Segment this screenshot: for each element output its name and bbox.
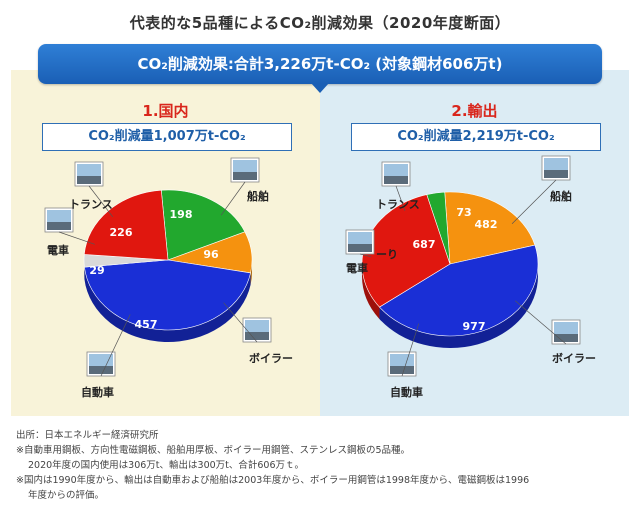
category-label-トランス: トランス bbox=[69, 198, 113, 211]
leader-船舶 bbox=[220, 181, 246, 216]
category-label-トランス: トランス bbox=[376, 198, 420, 211]
value-label-トランス: 226 bbox=[110, 226, 133, 239]
pie-side-ボイラー bbox=[379, 264, 538, 348]
category-label-船舶: 船舶 bbox=[550, 189, 572, 203]
pie-side-ボイラー bbox=[250, 260, 252, 285]
category-label-ボイラー: ボイラー bbox=[552, 351, 596, 365]
pie-slice-ボイラー bbox=[379, 244, 539, 337]
thumbnail-トランス bbox=[74, 161, 104, 187]
pie-slice-船舶 bbox=[160, 189, 246, 261]
panel-heading-domestic: 1.国内 bbox=[142, 102, 189, 120]
export-panel: 2.輸出 CO₂削減量2,219万t-CO₂ 482 977 687 73 船舶ボイラー… bbox=[320, 70, 629, 416]
leader-電車 bbox=[359, 253, 372, 258]
pie-depth bbox=[362, 264, 538, 348]
category-label-船舶: 船舶 bbox=[247, 189, 269, 203]
value-label-電車: 73 bbox=[456, 206, 471, 219]
thumbnail-トランス bbox=[381, 161, 411, 187]
value-label-ボイラー: 96 bbox=[203, 248, 219, 261]
pie-side-自動車 bbox=[362, 264, 380, 320]
leader-自動車 bbox=[401, 323, 420, 377]
pie-slice-電車 bbox=[426, 191, 451, 265]
leader-船舶 bbox=[511, 179, 557, 225]
note-2-cont: 年度からの評価。 bbox=[28, 490, 105, 501]
category-label-電車: 電車 bbox=[47, 243, 69, 257]
value-label-自動車: 457 bbox=[135, 318, 158, 331]
category-label-電車: 電車 bbox=[346, 261, 368, 275]
leader-トランス bbox=[88, 185, 114, 218]
note-2: ※国内は1990年度から、輸出は自動車および船舶は2003年度から、ボイラー用鋼… bbox=[16, 475, 530, 486]
note-1: ※自動車用鋼板、方向性電磁鋼板、船舶用厚板、ボイラー用鋼管、ステンレス鋼板の5品… bbox=[16, 445, 411, 456]
panel-heading-export: 2.輸出 bbox=[451, 102, 498, 120]
partial-label: ーり bbox=[376, 248, 398, 261]
value-label-電車: 29 bbox=[89, 264, 104, 277]
leader-自動車 bbox=[100, 314, 131, 377]
thumbnail-電車 bbox=[44, 207, 74, 233]
leader-ボイラー bbox=[514, 300, 567, 345]
footnotes: 出所：日本エネルギー経済研究所 ※自動車用鋼板、方向性電磁鋼板、船舶用厚板、ボイ… bbox=[16, 428, 628, 503]
leader-ボイラー bbox=[223, 302, 258, 343]
thumbnail-船舶 bbox=[541, 155, 571, 181]
value-label-船舶: 482 bbox=[475, 218, 498, 231]
source-note: 出所：日本エネルギー経済研究所 bbox=[16, 430, 159, 441]
value-label-ボイラー: 977 bbox=[463, 320, 486, 333]
subtotal-export: CO₂削減量2,219万t-CO₂ bbox=[351, 123, 601, 151]
category-label-自動車: 自動車 bbox=[390, 385, 423, 399]
banner-pointer bbox=[311, 83, 329, 93]
pie-slice-トランス bbox=[83, 189, 169, 261]
note-1-cont: 2020年度の国内使用は306万t、輸出は300万t、合計606万ｔ。 bbox=[28, 460, 305, 471]
domestic-panel: 1.国内 CO₂削減量1,007万t-CO₂ 198 96 457 29 226 船舶ボイ… bbox=[11, 70, 320, 416]
thumbnail-船舶 bbox=[230, 157, 260, 183]
thumbnail-ボイラー bbox=[242, 317, 272, 343]
pie-slice-自動車 bbox=[84, 259, 251, 331]
page-title: 代表的な5品種によるCO₂削減効果（2020年度断面） bbox=[129, 14, 511, 32]
category-label-自動車: 自動車 bbox=[81, 385, 114, 399]
thumbnail-ボイラー bbox=[551, 319, 581, 345]
thumbnail-電車 bbox=[345, 229, 375, 255]
value-label-船舶: 198 bbox=[170, 208, 193, 221]
subtotal-domestic: CO₂削減量1,007万t-CO₂ bbox=[42, 123, 292, 151]
category-label-ボイラー: ボイラー bbox=[249, 351, 293, 365]
thumbnail-自動車 bbox=[387, 351, 417, 377]
total-banner: CO₂削減効果:合計3,226万t-CO₂ (対象鋼材606万t) bbox=[38, 44, 602, 84]
pie-slice-船舶 bbox=[444, 191, 536, 265]
leader-トランス bbox=[395, 185, 406, 211]
leader-電車 bbox=[58, 231, 95, 245]
value-label-自動車: 687 bbox=[413, 238, 436, 251]
